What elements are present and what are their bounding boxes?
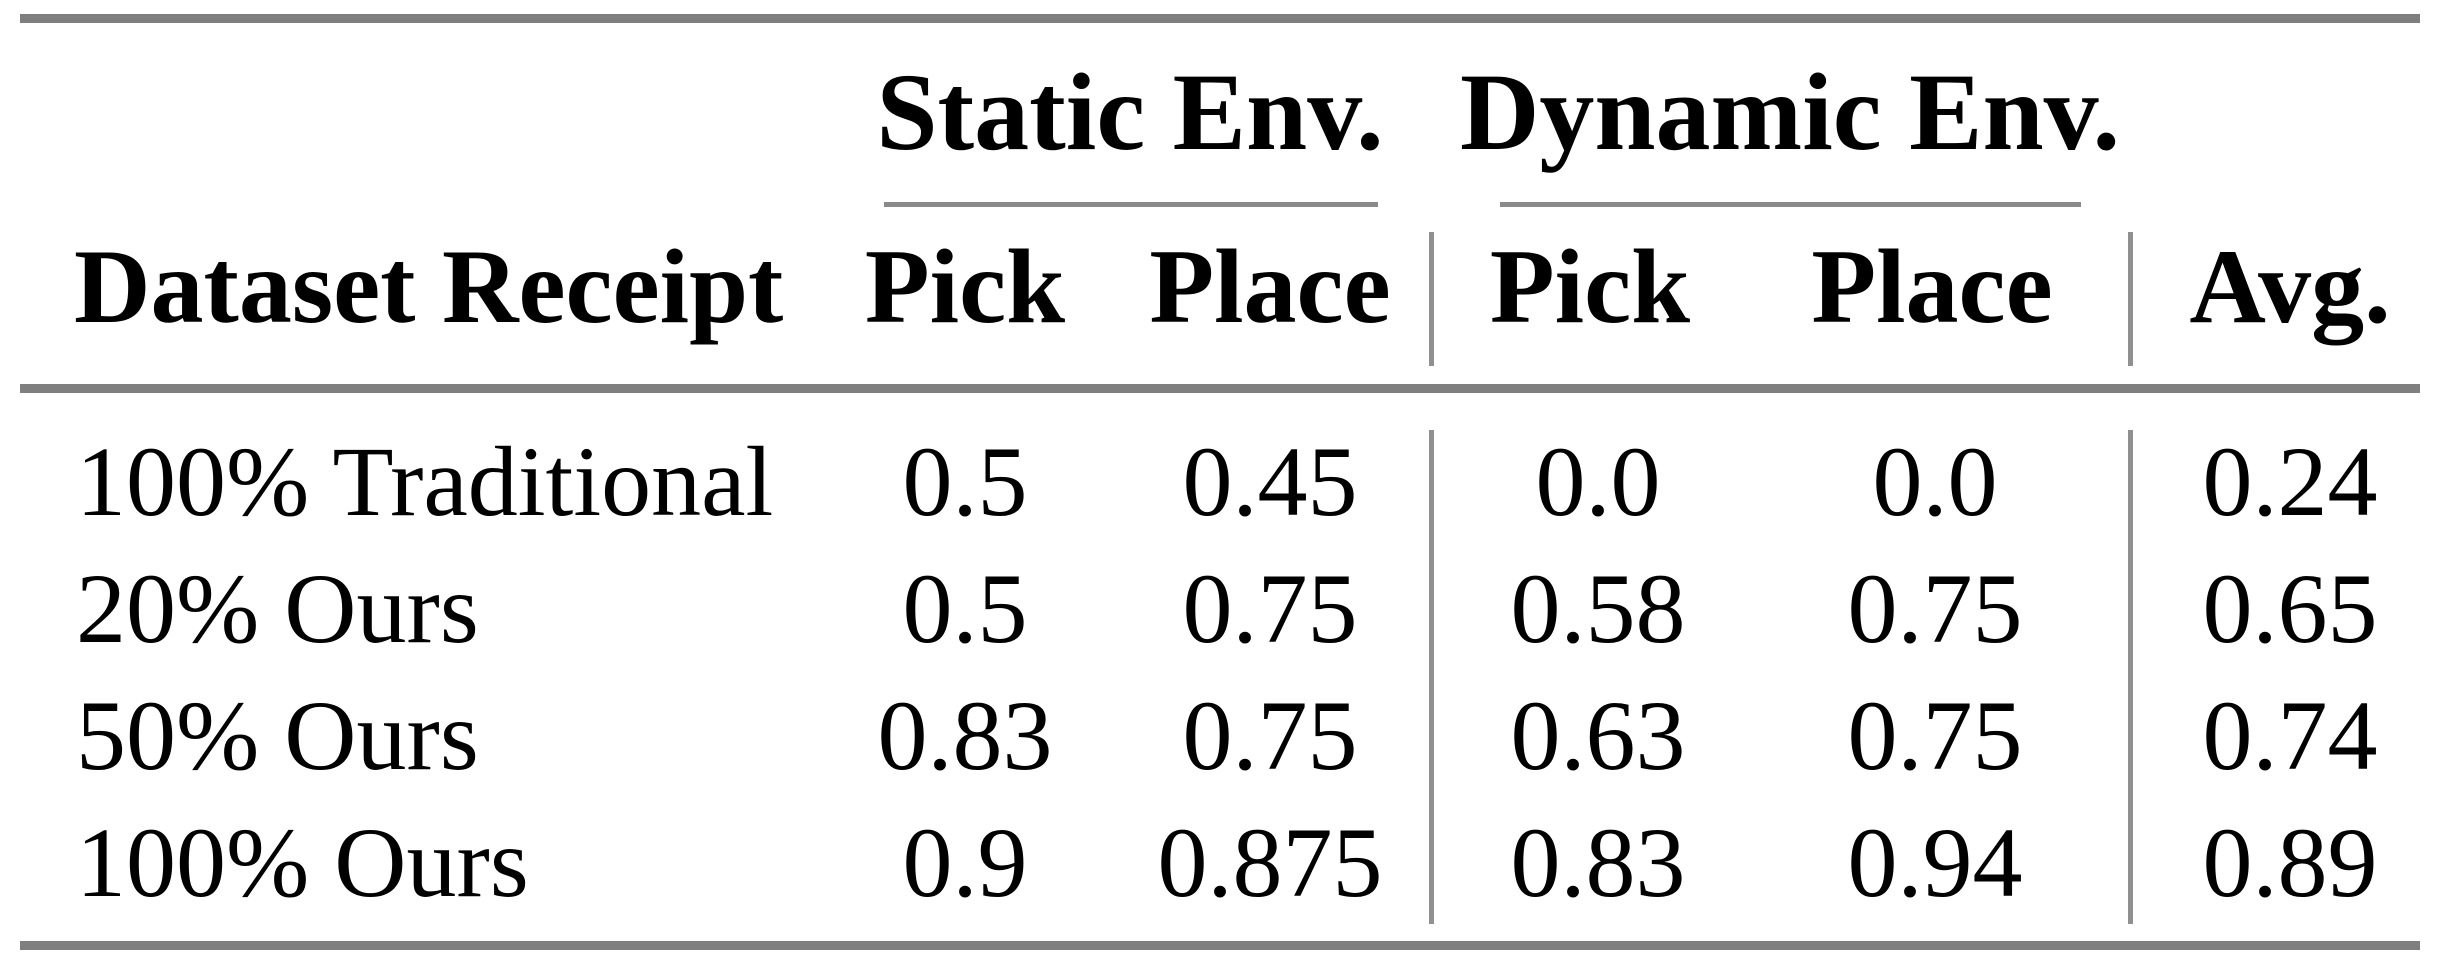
table-row: 100% Traditional 0.5 0.45 0.0 0.0 0.24 (0, 420, 2440, 544)
cell-dynamic-pick: 0.63 (1510, 680, 1686, 791)
table-row: 20% Ours 0.5 0.75 0.58 0.75 0.65 (0, 547, 2440, 671)
cell-dynamic-place: 0.0 (1872, 426, 1998, 537)
cell-dynamic-pick: 0.83 (1510, 807, 1686, 918)
col-header-dataset-receipt: Dataset Receipt (74, 228, 784, 345)
cell-static-pick: 0.9 (902, 807, 1028, 918)
cell-static-place: 0.45 (1182, 426, 1358, 537)
cell-static-pick: 0.5 (902, 553, 1028, 664)
cell-static-pick: 0.5 (902, 426, 1028, 537)
vertical-separator-1-header (1429, 232, 1434, 366)
cell-static-pick: 0.83 (877, 680, 1053, 791)
dynamic-env-underline (1500, 202, 2081, 207)
cell-dynamic-place: 0.75 (1847, 553, 2023, 664)
top-rule (20, 14, 2420, 23)
col-header-dynamic-place: Place (1811, 228, 2053, 345)
vertical-separator-2-body (2128, 430, 2133, 924)
cell-dynamic-pick: 0.58 (1510, 553, 1686, 664)
row-label: 100% Ours (76, 807, 529, 918)
vertical-separator-1-body (1429, 430, 1434, 924)
col-header-static-place: Place (1149, 228, 1391, 345)
table-row: 50% Ours 0.83 0.75 0.63 0.75 0.74 (0, 674, 2440, 798)
col-group-static-env: Static Env. (876, 51, 1384, 173)
cell-avg: 0.65 (2202, 553, 2378, 664)
cell-avg: 0.74 (2202, 680, 2378, 791)
vertical-separator-2-header (2128, 232, 2133, 366)
cell-static-place: 0.75 (1182, 680, 1358, 791)
cell-dynamic-pick: 0.0 (1535, 426, 1661, 537)
cell-avg: 0.24 (2202, 426, 2378, 537)
col-header-dynamic-pick: Pick (1489, 228, 1691, 345)
cell-static-place: 0.75 (1182, 553, 1358, 664)
col-header-static-pick: Pick (864, 228, 1066, 345)
row-label: 100% Traditional (76, 426, 774, 537)
row-label: 50% Ours (76, 680, 479, 791)
col-header-avg: Avg. (2189, 228, 2391, 345)
cell-dynamic-place: 0.94 (1847, 807, 2023, 918)
cell-avg: 0.89 (2202, 807, 2378, 918)
row-label: 20% Ours (76, 553, 479, 664)
bottom-rule (20, 941, 2420, 950)
table-row: 100% Ours 0.9 0.875 0.83 0.94 0.89 (0, 801, 2440, 925)
cell-dynamic-place: 0.75 (1847, 680, 2023, 791)
cell-static-place: 0.875 (1157, 807, 1383, 918)
static-env-underline (884, 202, 1378, 207)
mid-rule (20, 384, 2420, 393)
col-group-dynamic-env: Dynamic Env. (1459, 51, 2121, 173)
